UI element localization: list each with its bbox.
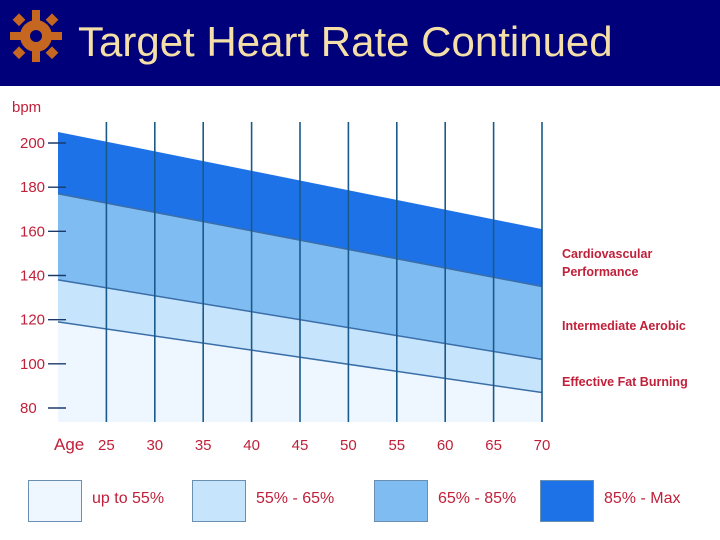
x-tick-label-35: 35 xyxy=(195,437,212,454)
legend-label-65-85: 65% - 85% xyxy=(438,490,517,507)
zone-label-cardio: Cardiovascular Performance xyxy=(562,247,652,279)
title-bar xyxy=(0,0,720,86)
legend-swatch-65-85 xyxy=(374,480,428,522)
x-tick-label-45: 45 xyxy=(292,437,309,454)
x-tick-label-30: 30 xyxy=(146,437,163,454)
slide-title: Target Heart Rate Continued xyxy=(78,18,613,65)
x-tick-label-50: 50 xyxy=(340,437,357,454)
zone-label-intermediate: Intermediate Aerobic xyxy=(562,319,686,333)
y-tick-label-160: 160 xyxy=(20,223,45,240)
y-tick-label-80: 80 xyxy=(20,400,37,417)
zone-label-fat-burning: Effective Fat Burning xyxy=(562,375,688,389)
y-tick-label-140: 140 xyxy=(20,268,45,285)
legend-swatch-55-65 xyxy=(192,480,246,522)
legend: up to 55% 55% - 65% 65% - 85% 85% - Max xyxy=(0,478,720,528)
x-axis-label: Age xyxy=(54,435,84,454)
x-tick-label-60: 60 xyxy=(437,437,454,454)
legend-swatch-85-max xyxy=(540,480,594,522)
y-tick-label-120: 120 xyxy=(20,312,45,329)
legend-label-85-max: 85% - Max xyxy=(604,490,681,507)
x-tick-label-55: 55 xyxy=(388,437,405,454)
x-tick-label-65: 65 xyxy=(485,437,502,454)
x-tick-label-40: 40 xyxy=(243,437,260,454)
y-tick-label-180: 180 xyxy=(20,179,45,196)
legend-swatch-up-to-55 xyxy=(28,480,82,522)
gear-icon xyxy=(10,10,62,62)
x-tick-label-70: 70 xyxy=(534,437,551,454)
y-axis-label: bpm xyxy=(12,99,41,116)
legend-label-55-65: 55% - 65% xyxy=(256,490,335,507)
x-tick-label-25: 25 xyxy=(98,437,115,454)
y-tick-label-200: 200 xyxy=(20,135,45,152)
legend-label-up-to-55: up to 55% xyxy=(92,490,165,507)
heart-rate-chart: 80 100 120 140 160 180 200 25 30 35 40 45 50 55 60 65 7… xyxy=(12,99,688,454)
y-tick-label-100: 100 xyxy=(20,356,45,373)
